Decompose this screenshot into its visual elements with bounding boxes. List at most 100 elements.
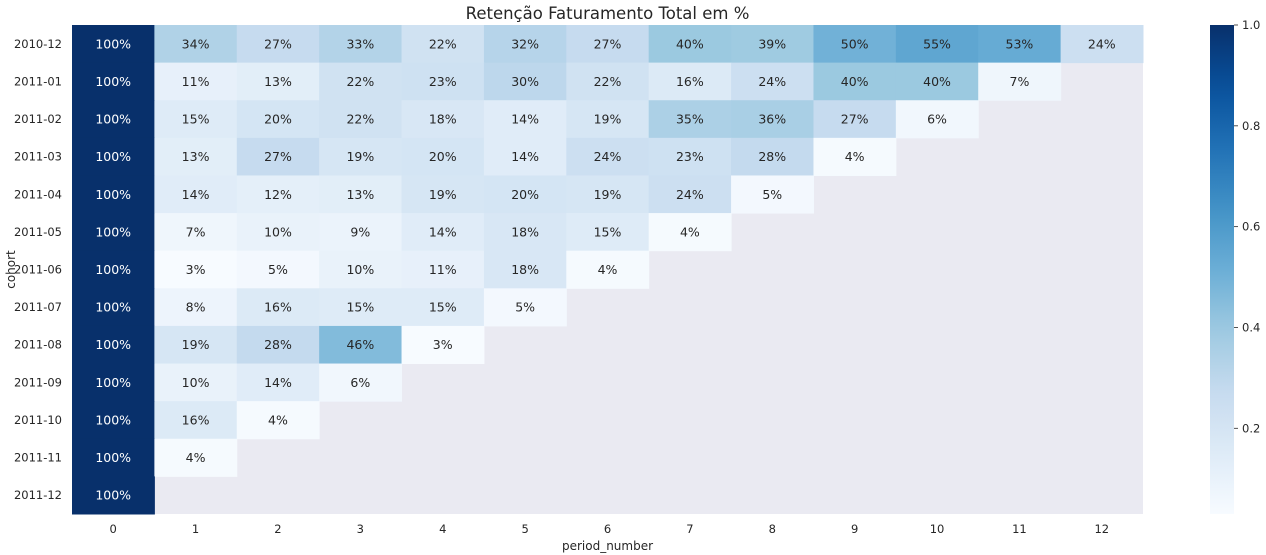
cell-label: 34% [182,36,210,51]
cell-label: 3% [186,262,206,277]
heatmap-cell [154,100,238,139]
cell-label: 14% [429,224,457,239]
heatmap-cell [236,363,320,402]
heatmap-cell [72,62,155,101]
heatmap-cell [978,25,1062,64]
cell-label: 100% [95,36,131,51]
cell-label: 16% [264,300,292,315]
x-tick-label: 8 [769,522,776,536]
heatmap-cell [401,62,485,101]
cell-label: 19% [594,112,622,127]
heatmap-cell [731,25,814,64]
heatmap-cell [401,288,485,327]
cell-label: 27% [841,112,869,127]
colorbar-tick-label: 0.4 [1242,320,1260,334]
y-tick-label: 2011-03 [14,150,62,164]
heatmap-cell [566,62,650,101]
x-tick-label: 4 [439,522,446,536]
chart-title: Retenção Faturamento Total em % [466,4,750,23]
cell-label: 4% [598,262,618,277]
heatmap-cell [154,401,238,440]
heatmap-cell [483,213,567,252]
heatmap-cell [483,175,567,214]
heatmap-cell [72,325,155,365]
x-tick-label: 11 [1012,522,1027,536]
heatmap-cell [648,213,732,252]
heatmap-cell [72,175,155,214]
cell-label: 100% [95,412,131,427]
heatmap-cell [401,250,485,289]
heatmap-cell [813,137,897,176]
cell-label: 22% [346,112,374,127]
heatmap-cell [319,175,403,214]
heatmap-cell [236,175,320,214]
cell-label: 13% [264,74,292,89]
cell-label: 5% [515,300,535,315]
heatmap-cell [731,137,814,176]
cell-label: 36% [758,112,786,127]
cell-label: 27% [264,149,292,164]
cell-label: 35% [676,112,704,127]
cell-label: 100% [95,262,131,277]
heatmap-cell [319,137,403,176]
heatmap-cell [319,62,403,101]
cell-label: 12% [264,187,292,202]
heatmap-cell [319,288,403,327]
cell-label: 32% [511,36,539,51]
colorbar-tick-label: 0.2 [1242,421,1260,435]
heatmap-cell [319,100,403,139]
heatmap-cell [978,62,1062,101]
cell-label: 22% [346,74,374,89]
heatmap-cell [401,175,485,214]
cell-label: 100% [95,149,131,164]
cell-label: 100% [95,112,131,127]
cell-label: 20% [511,187,539,202]
y-tick-label: 2011-02 [14,112,62,126]
cell-label: 53% [1006,36,1034,51]
cell-label: 4% [186,450,206,465]
heatmap-cell [1060,25,1144,64]
heatmap-cell [236,401,320,440]
cell-label: 11% [182,74,210,89]
heatmap-cells: 100% 34% 27% 33% 22% 32% 27% 40% 39% 50% 55% 53% 24%… [72,25,1144,515]
y-axis-label: cohort [4,250,18,289]
cell-label: 16% [676,74,704,89]
cell-label: 22% [594,74,622,89]
cell-label: 18% [511,224,539,239]
x-axis-label: period_number [562,539,653,553]
heatmap-cell [72,250,155,289]
y-tick-label: 2011-05 [14,225,62,239]
heatmap-cell [895,25,979,64]
heatmap-cell [319,363,403,402]
heatmap-cell [236,213,320,252]
heatmap-cell [72,476,155,515]
cell-label: 28% [758,149,786,164]
x-tick-label: 1 [192,522,199,536]
heatmap-cell [566,137,650,176]
cell-label: 23% [429,74,457,89]
cell-label: 7% [1010,74,1030,89]
cell-label: 100% [95,375,131,390]
cell-label: 7% [186,224,206,239]
cell-label: 100% [95,224,131,239]
heatmap-cell [483,62,567,101]
heatmap-cell [154,438,238,477]
heatmap-cell [731,100,814,139]
y-tick-label: 2011-08 [14,338,62,352]
heatmap-cell [154,250,238,289]
colorbar-tick-label: 1.0 [1242,18,1260,32]
cell-label: 24% [1088,36,1116,51]
heatmap-cell [154,137,238,176]
heatmap-cell [731,62,814,101]
heatmap-cell [648,175,732,214]
cell-label: 15% [594,224,622,239]
cell-label: 23% [676,149,704,164]
x-tick-label: 10 [930,522,945,536]
cell-label: 50% [841,36,869,51]
cell-label: 15% [182,112,210,127]
colorbar-tick-label: 0.6 [1242,220,1260,234]
heatmap-cell [236,62,320,101]
cell-label: 14% [264,375,292,390]
heatmap-cell [401,137,485,176]
